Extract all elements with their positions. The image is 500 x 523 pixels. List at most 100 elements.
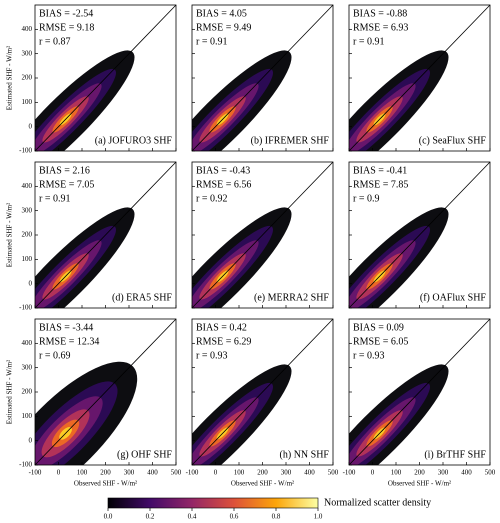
x-tick-label: 400 [461, 469, 472, 477]
x-tick-label: 200 [100, 469, 111, 477]
panel-label: (h) NN SHF [280, 449, 330, 460]
panel-label: (f) OAFlux SHF [420, 292, 487, 303]
stat-annotation: r = 0.91 [353, 36, 384, 47]
stat-annotation: BIAS = -0.88 [353, 8, 407, 19]
y-axis-label: Estimated SHF - W/m² [6, 46, 14, 110]
panel-label: (a) JOFURO3 SHF [95, 135, 173, 146]
one-to-one-line [191, 4, 334, 152]
one-to-one-line [34, 161, 177, 309]
y-tick-label: 100 [22, 412, 33, 420]
stat-annotation: BIAS = 0.09 [353, 322, 404, 333]
panel: -100 0 100 200 300 400 500 -100 0 100 200 300 400 BIA… [6, 318, 182, 488]
density-cloud [35, 50, 135, 151]
stat-annotation: RMSE = 6.05 [353, 336, 408, 347]
x-tick-label: 400 [304, 469, 315, 477]
x-tick-label: 100 [391, 469, 402, 477]
stat-annotation: BIAS = -0.43 [196, 165, 250, 176]
y-tick-label: -100 [19, 304, 32, 312]
y-tick-label: 400 [22, 339, 33, 347]
y-tick-label: 300 [22, 206, 33, 214]
x-tick-label: 500 [171, 469, 182, 477]
one-to-one-line [191, 318, 334, 466]
panel: BIAS = 4.05 RMSE = 9.49 r = 0.91 (b) IFREME… [191, 4, 334, 152]
x-tick-label: -100 [186, 469, 199, 477]
stat-annotation: r = 0.92 [196, 193, 227, 204]
x-tick-label: 500 [485, 469, 496, 477]
stat-annotation: RMSE = 6.29 [196, 336, 251, 347]
one-to-one-line [191, 161, 334, 309]
x-tick-label: 300 [281, 469, 292, 477]
stat-annotation: r = 0.93 [353, 350, 384, 361]
stat-annotation: RMSE = 9.18 [39, 22, 94, 33]
panel-label: (c) SeaFlux SHF [419, 135, 487, 146]
panel: -100 0 100 200 300 400 500 BIAS = 0.09 RMSE = 6.… [343, 318, 496, 488]
y-tick-label: 0 [29, 279, 33, 287]
panel-label: (g) OHF SHF [117, 449, 172, 460]
one-to-one-line [348, 318, 491, 466]
x-tick-label: 100 [234, 469, 245, 477]
panel: -100 0 100 200 300 400 BIAS = 2.16 RMSE = 7.05 r… [6, 161, 177, 312]
x-tick-label: 500 [328, 469, 339, 477]
panel-label: (e) MERRA2 SHF [254, 292, 329, 303]
panel-label: (b) IFREMER SHF [251, 135, 330, 146]
stat-annotation: BIAS = 0.42 [196, 322, 247, 333]
panel: BIAS = -0.88 RMSE = 6.93 r = 0.91 (c) SeaFl… [348, 4, 491, 152]
x-axis-label: Observed SHF - W/m² [388, 480, 451, 488]
one-to-one-line [34, 318, 177, 466]
stat-annotation: r = 0.91 [39, 193, 70, 204]
one-to-one-line [34, 4, 177, 152]
x-tick-label: 200 [414, 469, 425, 477]
y-tick-label: -100 [19, 147, 32, 155]
density-cloud [35, 207, 135, 308]
colorbar-label: Normalized scatter density [324, 497, 431, 508]
stat-annotation: RMSE = 12.34 [39, 336, 99, 347]
y-axis-label: Estimated SHF - W/m² [6, 203, 14, 267]
stat-annotation: RMSE = 7.05 [39, 179, 94, 190]
stat-annotation: r = 0.93 [196, 350, 227, 361]
stat-annotation: BIAS = 4.05 [196, 8, 247, 19]
colorbar-tick-label: 0.6 [230, 513, 239, 521]
stat-annotation: BIAS = -2.54 [39, 8, 93, 19]
y-tick-label: 200 [22, 388, 33, 396]
x-tick-label: -100 [343, 469, 356, 477]
y-tick-label: 200 [22, 231, 33, 239]
y-tick-label: 100 [22, 255, 33, 263]
y-axis-label: Estimated SHF - W/m² [6, 360, 14, 424]
y-tick-label: -100 [19, 461, 32, 469]
stat-annotation: r = 0.9 [353, 193, 379, 204]
stat-annotation: BIAS = 2.16 [39, 165, 90, 176]
x-tick-label: 100 [77, 469, 88, 477]
y-tick-label: 300 [22, 363, 33, 371]
stat-annotation: RMSE = 9.49 [196, 22, 251, 33]
y-tick-label: 0 [29, 436, 33, 444]
stat-annotation: RMSE = 6.93 [353, 22, 408, 33]
panel: -100 0 100 200 300 400 500 BIAS = 0.42 RMSE = 6.… [186, 318, 339, 488]
stat-annotation: r = 0.87 [39, 36, 70, 47]
x-axis-label: Observed SHF - W/m² [74, 480, 137, 488]
stat-annotation: BIAS = -0.41 [353, 165, 407, 176]
colorbar-tick-label: 0.0 [104, 513, 113, 521]
panel-label: (i) BrTHF SHF [424, 449, 486, 460]
x-tick-label: 0 [214, 469, 218, 477]
stat-annotation: RMSE = 6.56 [196, 179, 251, 190]
y-tick-label: 0 [29, 122, 33, 130]
stat-annotation: BIAS = -3.44 [39, 322, 93, 333]
x-tick-label: 0 [57, 469, 61, 477]
x-tick-label: 0 [371, 469, 375, 477]
colorbar-tick-label: 0.4 [188, 513, 197, 521]
x-tick-label: 200 [257, 469, 268, 477]
stat-annotation: RMSE = 7.85 [353, 179, 408, 190]
panel: BIAS = -0.41 RMSE = 7.85 r = 0.9 (f) OAFlux… [348, 161, 491, 309]
panel: BIAS = -0.43 RMSE = 6.56 r = 0.92 (e) MERRA… [191, 161, 334, 309]
one-to-one-line [348, 4, 491, 152]
x-axis-label: Observed SHF - W/m² [231, 480, 294, 488]
colorbar-tick-label: 0.2 [146, 513, 155, 521]
panel: -100 0 100 200 300 400 BIAS = -2.54 RMSE = 9.18… [6, 4, 177, 155]
y-tick-label: 200 [22, 74, 33, 82]
colorbar-tick-label: 0.8 [272, 513, 281, 521]
y-tick-label: 400 [22, 25, 33, 33]
x-tick-label: 300 [124, 469, 135, 477]
stat-annotation: r = 0.69 [39, 350, 70, 361]
one-to-one-line [348, 161, 491, 309]
